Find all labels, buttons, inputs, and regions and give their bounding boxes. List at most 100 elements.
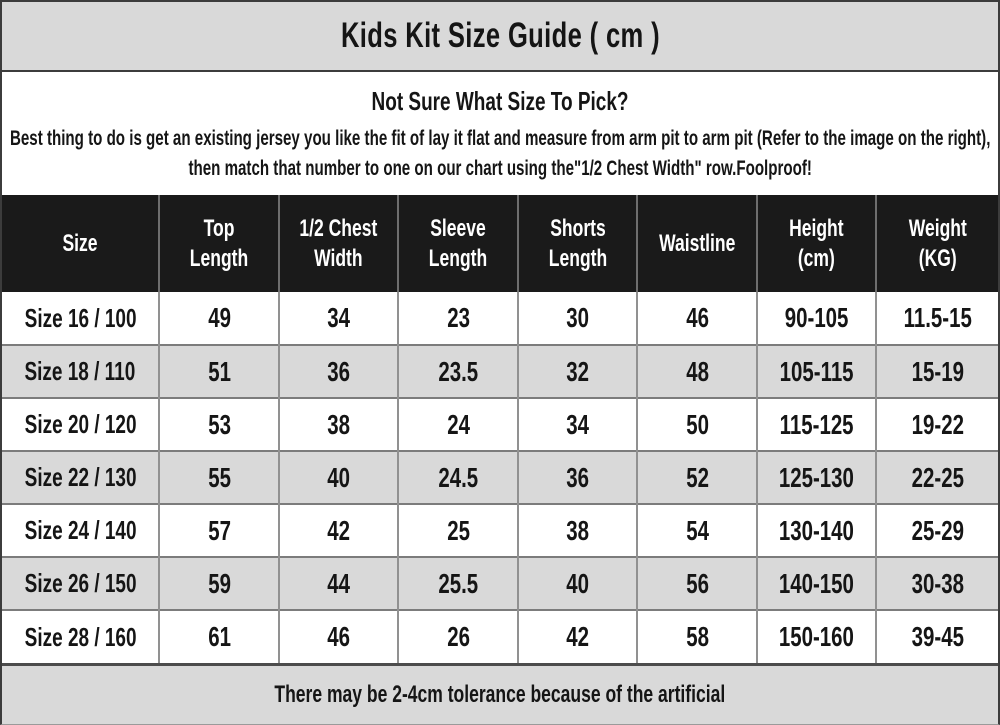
footer-bar: There may be 2-4cm tolerance because of … [2, 663, 998, 724]
table-cell: 11.5-15 [876, 292, 998, 345]
table-cell: 38 [278, 397, 400, 451]
intro-section: Not Sure What Size To Pick? Best thing t… [2, 72, 998, 195]
table-cell-text: 46 [327, 621, 350, 652]
table-cell: 36 [517, 450, 639, 504]
table-row: Size 28 / 160 61 46 26 42 58 150-160 39-45 [2, 609, 998, 663]
table-cell-text: 25 [446, 514, 470, 546]
table-cell: 42 [517, 609, 639, 663]
size-guide-table: Size Top Length 1/2 Chest Width Sleeve Leng… [2, 195, 998, 663]
column-header: Top Length [159, 195, 280, 292]
table-cell: 50 [637, 397, 758, 451]
table-cell: 42 [278, 503, 400, 557]
table-cell: 140-150 [756, 556, 878, 610]
table-cell: 51 [159, 344, 280, 398]
table-cell-text: 26 [446, 621, 470, 652]
table-cell-text: 25-29 [911, 514, 964, 546]
table-cell: 46 [637, 292, 758, 345]
column-header: Height (cm) [756, 195, 878, 292]
row-size-label-text: Size 24 / 140 [24, 515, 137, 545]
table-cell-text: 19-22 [911, 408, 964, 440]
intro-body: Best thing to do is get an existing jers… [10, 124, 990, 185]
table-cell-text: 58 [685, 621, 709, 652]
table-body: Size 16 / 100 49 34 23 30 46 90-105 11.5-15 Size… [2, 292, 998, 663]
table-cell: 59 [159, 556, 280, 610]
row-size-label: Size 20 / 120 [2, 397, 161, 451]
column-header: Sleeve Length [398, 195, 519, 292]
table-cell-text: 38 [327, 408, 350, 440]
row-size-label: Size 24 / 140 [2, 503, 161, 557]
table-cell-text: 115-125 [779, 408, 854, 440]
table-cell-text: 39-45 [911, 621, 964, 652]
table-cell: 61 [159, 609, 280, 663]
table-cell-text: 23.5 [438, 355, 479, 387]
table-cell: 15-19 [876, 344, 998, 398]
table-row: Size 24 / 140 57 42 25 38 54 130-140 25-29 [2, 503, 998, 557]
table-cell: 23.5 [398, 344, 519, 398]
table-cell: 39-45 [876, 609, 998, 663]
table-cell-text: 130-140 [779, 514, 855, 546]
table-cell-text: 55 [207, 461, 231, 493]
table-cell-text: 57 [207, 514, 231, 546]
table-cell: 115-125 [756, 397, 878, 451]
table-header: Size Top Length 1/2 Chest Width Sleeve Leng… [2, 195, 998, 292]
table-cell-text: 59 [207, 567, 231, 599]
table-cell-text: 34 [327, 302, 350, 333]
table-cell-text: 25.5 [438, 567, 479, 599]
intro-heading-text: Not Sure What Size To Pick? [371, 86, 629, 116]
table-cell: 24 [398, 397, 519, 451]
column-header-text: Weight (KG) [908, 214, 967, 272]
table-cell: 53 [159, 397, 280, 451]
table-cell: 23 [398, 292, 519, 345]
table-cell-text: 40 [327, 461, 350, 493]
table-cell: 57 [159, 503, 280, 557]
table-cell: 130-140 [756, 503, 878, 557]
table-row: Size 18 / 110 51 36 23.5 32 48 105-115 15-19 [2, 344, 998, 398]
table-cell: 24.5 [398, 450, 519, 504]
row-size-label: Size 18 / 110 [2, 344, 161, 398]
column-header-text: Sleeve Length [428, 214, 488, 272]
table-cell: 150-160 [756, 609, 878, 663]
table-cell-text: 44 [327, 567, 350, 599]
table-cell-text: 46 [685, 302, 709, 333]
table-cell: 52 [637, 450, 758, 504]
table-cell-text: 61 [207, 621, 231, 652]
intro-heading: Not Sure What Size To Pick? [12, 86, 988, 117]
table-cell-text: 52 [685, 461, 709, 493]
table-cell-text: 50 [685, 408, 709, 440]
table-cell-text: 34 [566, 408, 590, 440]
table-cell: 90-105 [756, 292, 878, 345]
table-cell: 22-25 [876, 450, 998, 504]
title-bar: Kids Kit Size Guide ( cm ) [2, 2, 998, 72]
page-title-text: Kids Kit Size Guide ( cm ) [340, 16, 660, 55]
table-cell-text: 30-38 [911, 567, 964, 599]
row-size-label-text: Size 28 / 160 [24, 621, 137, 652]
table-cell: 30 [517, 292, 639, 345]
table-cell: 38 [517, 503, 639, 557]
column-header: Weight (KG) [876, 195, 998, 292]
table-cell: 34 [517, 397, 639, 451]
column-header-text: Waistline [659, 229, 736, 257]
column-header-text: Top Length [189, 214, 249, 272]
column-header: Shorts Length [517, 195, 639, 292]
table-cell: 56 [637, 556, 758, 610]
table-cell: 49 [159, 292, 280, 345]
table-cell-text: 42 [327, 514, 350, 546]
table-cell: 36 [278, 344, 400, 398]
row-size-label-text: Size 22 / 130 [24, 462, 137, 492]
page-title: Kids Kit Size Guide ( cm ) [282, 16, 719, 56]
table-cell: 30-38 [876, 556, 998, 610]
row-size-label: Size 22 / 130 [2, 450, 161, 504]
table-header-row: Size Top Length 1/2 Chest Width Sleeve Leng… [2, 195, 998, 292]
table-cell-text: 11.5-15 [903, 302, 972, 333]
table-row: Size 22 / 130 55 40 24.5 36 52 125-130 22-25 [2, 450, 998, 504]
table-cell: 46 [278, 609, 400, 663]
table-cell-text: 105-115 [779, 355, 854, 387]
table-row: Size 26 / 150 59 44 25.5 40 56 140-150 30-38 [2, 556, 998, 610]
table-cell-text: 150-160 [779, 621, 855, 652]
column-header-text: 1/2 Chest Width [299, 214, 378, 272]
table-cell: 105-115 [756, 344, 878, 398]
table-cell-text: 38 [566, 514, 590, 546]
table-cell: 40 [278, 450, 400, 504]
table-cell: 25 [398, 503, 519, 557]
table-cell: 58 [637, 609, 758, 663]
